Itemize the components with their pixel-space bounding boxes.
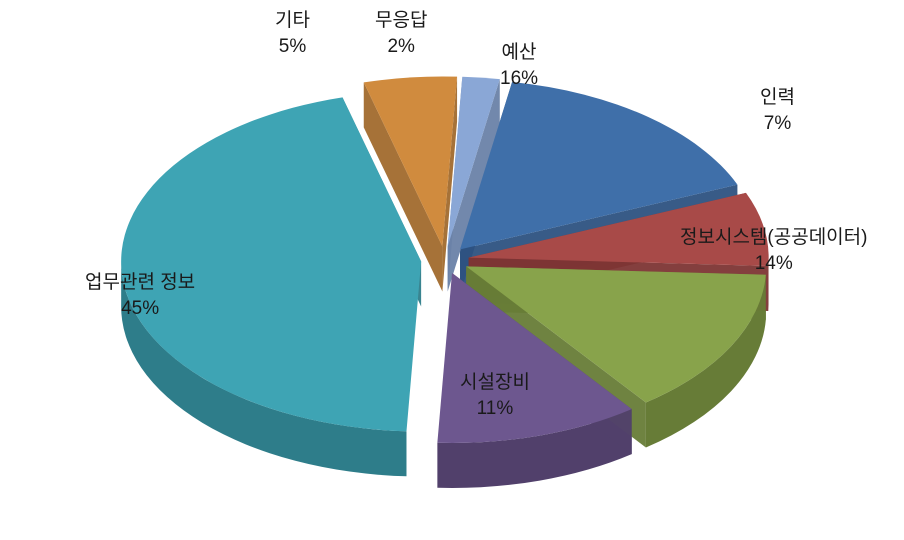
- pie-svg: [0, 0, 904, 540]
- pie-chart-3d: 예산16%인력7%정보시스템(공공데이터)14%시설장비11%업무관련 정보45…: [0, 0, 904, 540]
